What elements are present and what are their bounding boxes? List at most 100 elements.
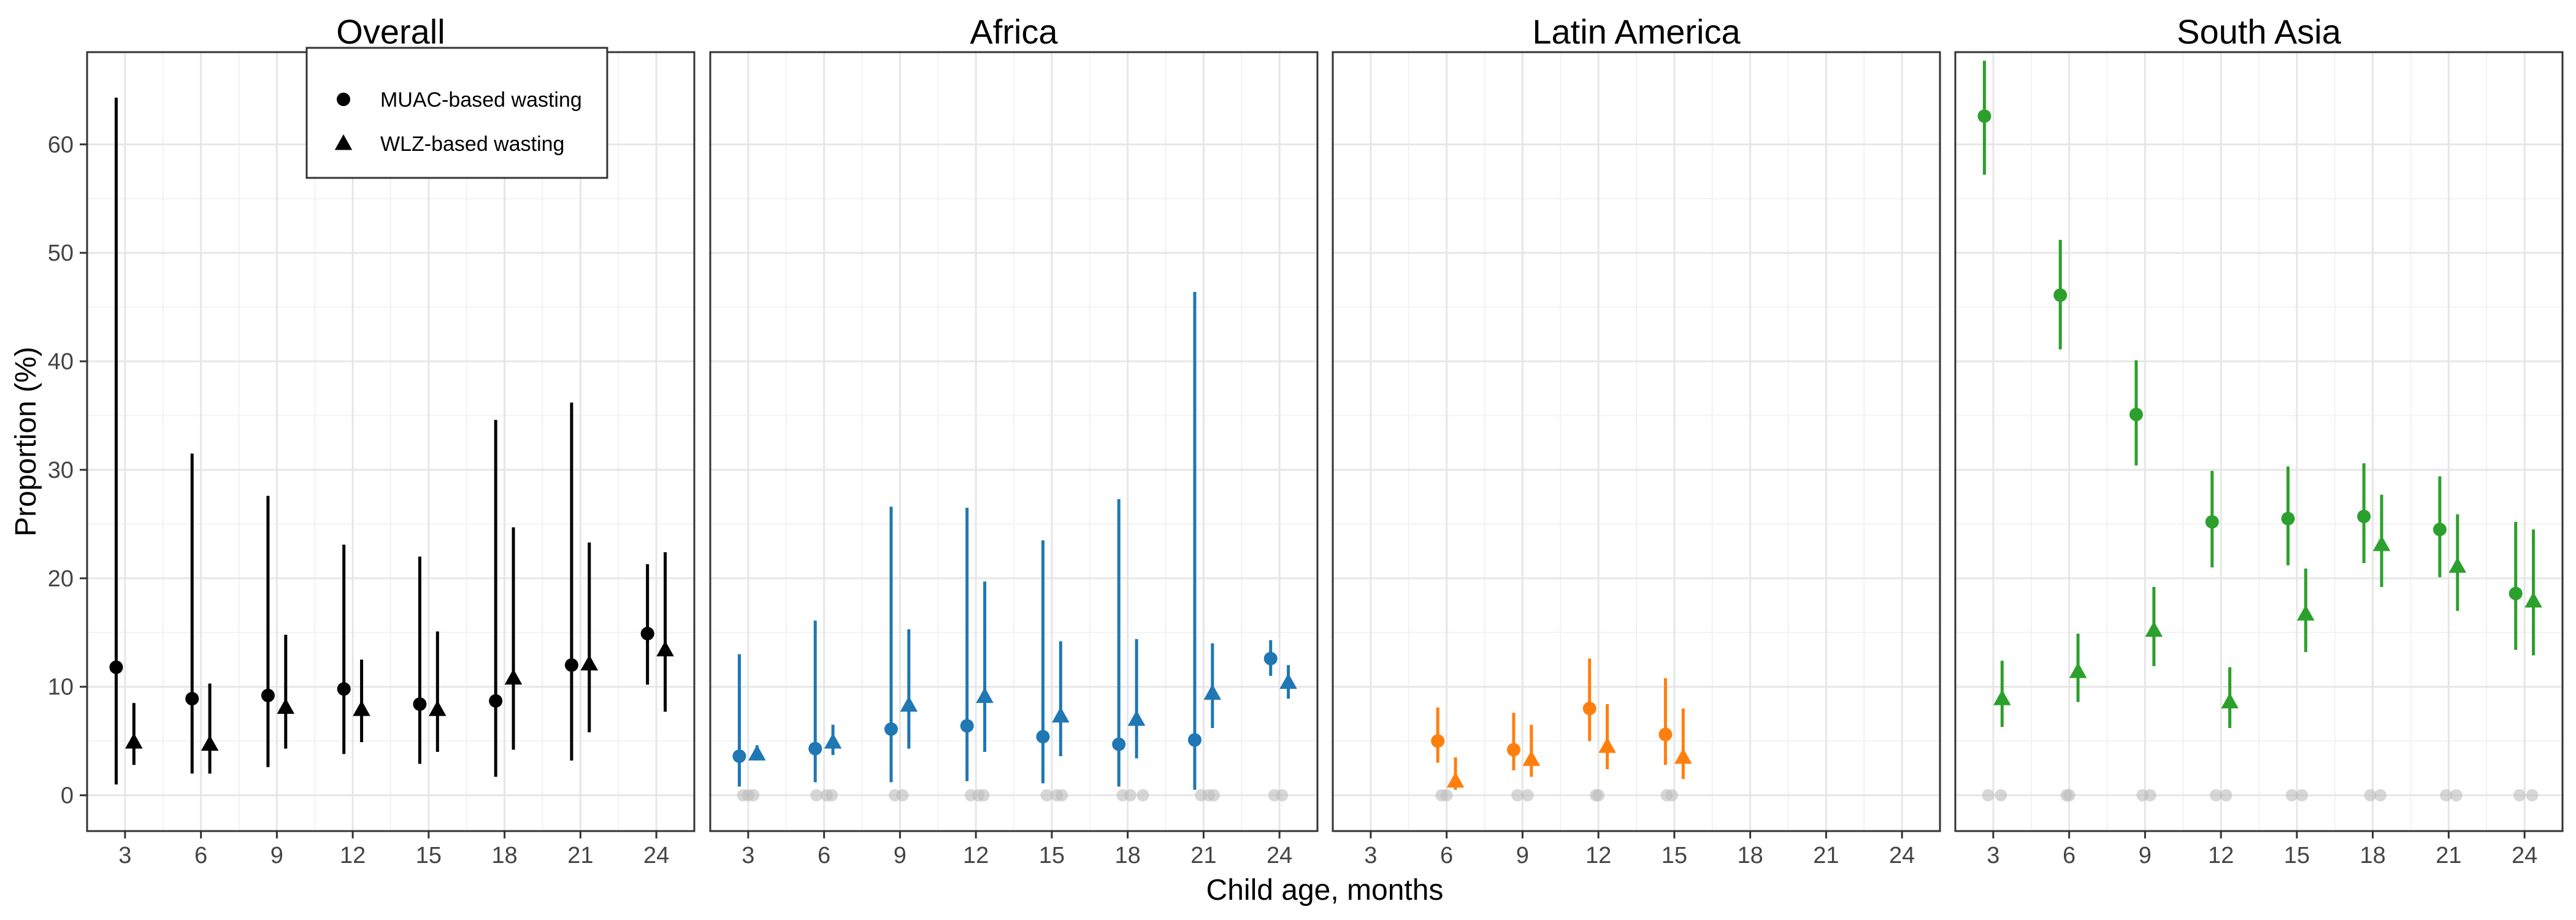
x-tick-label: 24 [1889, 843, 1915, 868]
wlz-point [900, 696, 918, 712]
x-tick-label: 12 [2208, 843, 2234, 868]
zero-estimate-point [2063, 789, 2076, 802]
zero-estimate-point [2144, 789, 2156, 802]
panel-border [709, 51, 1319, 832]
zero-estimate-point [1521, 789, 1534, 802]
wlz-point [201, 735, 219, 751]
wlz-point [1446, 772, 1465, 788]
muac-point [1263, 651, 1278, 665]
wlz-point [1598, 737, 1616, 753]
wlz-point [2448, 557, 2467, 573]
muac-point [2357, 510, 2371, 524]
muac-point [489, 694, 503, 708]
wlz-point [580, 654, 599, 671]
x-tick-label: 24 [1267, 843, 1292, 868]
zero-estimate-point [2285, 789, 2298, 802]
muac-point [1977, 109, 1991, 123]
panel-border [1954, 51, 2564, 832]
muac-point [185, 692, 199, 706]
zero-estimate-point [2209, 789, 2222, 802]
x-tick-label: 12 [340, 843, 366, 868]
muac-point [337, 682, 351, 696]
legend-label: WLZ-based wasting [380, 132, 564, 156]
x-tick-label: 6 [2063, 843, 2076, 868]
zero-estimate-point [977, 789, 990, 802]
wlz-point [1203, 684, 1222, 700]
x-tick-label: 9 [270, 843, 283, 868]
muac-point [884, 722, 898, 736]
muac-point [2129, 407, 2143, 421]
x-tick-label: 15 [1662, 843, 1687, 868]
muac-point [261, 688, 275, 702]
legend-box [305, 47, 608, 179]
x-tick-label: 18 [1737, 843, 1763, 868]
zero-estimate-point [747, 789, 760, 802]
wlz-point [1522, 750, 1541, 766]
wlz-point [748, 745, 766, 761]
muac-point [1506, 743, 1520, 757]
zero-estimate-point [1056, 789, 1068, 802]
wlz-point [1674, 748, 1692, 764]
zero-estimate-point [1982, 789, 1995, 802]
wlz-point [976, 687, 994, 703]
wlz-point [824, 732, 842, 749]
facet-title: Africa [970, 12, 1058, 51]
x-tick-label: 18 [491, 843, 517, 868]
x-tick-label: 18 [2359, 843, 2385, 868]
muac-point [1187, 733, 1202, 747]
muac-point [960, 719, 974, 733]
legend-circle-key [337, 93, 350, 106]
zero-estimate-point [1511, 789, 1524, 802]
zero-estimate-point [810, 789, 823, 802]
zero-estimate-point [826, 789, 838, 802]
panel-border [1332, 51, 1941, 832]
x-tick-label: 21 [1190, 843, 1216, 868]
zero-estimate-point [2220, 789, 2233, 802]
wlz-point [2297, 605, 2315, 621]
muac-point [564, 658, 578, 672]
x-tick-label: 9 [1516, 843, 1529, 868]
x-tick-label: 15 [416, 843, 442, 868]
wlz-point [2145, 621, 2163, 637]
wlz-point [1052, 707, 1070, 723]
zero-estimate-point [1207, 789, 1220, 802]
zero-estimate-point [1440, 789, 1453, 802]
wlz-point [2221, 692, 2239, 709]
x-tick-label: 3 [1987, 843, 1999, 868]
facet-panels: Overall 3 6 9 12 15 18 21 24 0 10 20 30 40 50 60 Africa 3… [48, 12, 2564, 868]
x-tick-label: 12 [1585, 843, 1611, 868]
facet-panel-2: Latin America 3 6 9 12 15 18 21 24 [1332, 12, 1941, 868]
y-tick-label: 20 [48, 566, 74, 592]
facet-title: Overall [336, 12, 445, 51]
wlz-point [1127, 710, 1146, 726]
x-tick-label: 21 [1813, 843, 1839, 868]
muac-point [2205, 515, 2219, 529]
zero-estimate-point [2296, 789, 2309, 802]
zero-estimate-point [1137, 789, 1149, 802]
zero-estimate-point [1995, 789, 2007, 802]
y-axis-title: Proportion (%) [10, 347, 42, 536]
wlz-point [277, 698, 295, 714]
wlz-point [1279, 673, 1297, 689]
wlz-point [353, 700, 370, 716]
x-tick-label: 9 [2139, 843, 2152, 868]
y-tick-label: 30 [48, 458, 74, 483]
facet-title: Latin America [1532, 12, 1741, 51]
wlz-point [504, 669, 523, 685]
wlz-point [656, 640, 674, 657]
zero-estimate-point [1124, 789, 1137, 802]
muac-point [2432, 523, 2447, 537]
legend-triangle-key [334, 134, 353, 150]
zero-estimate-point [2526, 789, 2539, 802]
zero-estimate-point [1665, 789, 1678, 802]
x-tick-label: 18 [1114, 843, 1140, 868]
muac-point [808, 742, 822, 756]
x-tick-label: 6 [1440, 843, 1453, 868]
muac-point [2509, 586, 2523, 600]
x-axis-title: Child age, months [1206, 874, 1444, 907]
x-tick-label: 24 [643, 843, 669, 868]
zero-estimate-point [2513, 789, 2526, 802]
muac-point [1658, 727, 1673, 742]
wlz-point [1993, 689, 2011, 705]
